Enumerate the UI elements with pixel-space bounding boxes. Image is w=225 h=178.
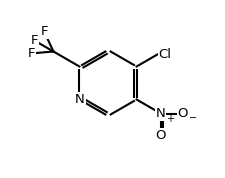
Text: −: − xyxy=(188,114,196,124)
Text: N: N xyxy=(74,93,84,106)
Text: O: O xyxy=(177,107,187,120)
Text: F: F xyxy=(28,47,35,60)
Text: F: F xyxy=(40,25,48,38)
Text: N: N xyxy=(155,107,165,120)
Text: Cl: Cl xyxy=(158,48,171,61)
Text: +: + xyxy=(165,114,173,124)
Text: O: O xyxy=(155,129,165,142)
Text: F: F xyxy=(31,34,38,47)
